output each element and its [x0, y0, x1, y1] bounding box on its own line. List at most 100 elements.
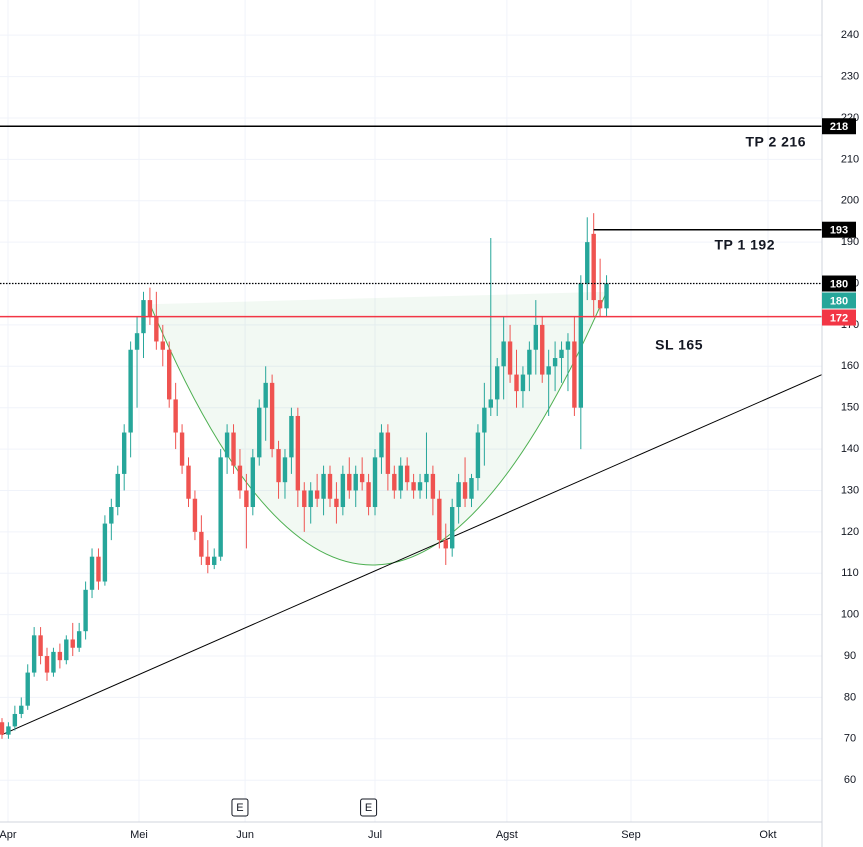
candle-body — [167, 349, 172, 400]
y-tick-label: 70 — [844, 733, 856, 745]
x-tick-label: Apr — [0, 829, 17, 841]
candle-body — [70, 639, 75, 648]
candle-body — [19, 705, 24, 714]
candle-body — [0, 722, 5, 735]
y-tick-label: 130 — [841, 484, 859, 496]
candle-body — [154, 316, 159, 342]
price-badge-label: 180 — [830, 278, 848, 290]
candle-body — [134, 333, 140, 350]
candle-body — [449, 507, 455, 549]
candle-body — [417, 482, 423, 491]
candle-body — [276, 449, 281, 483]
candle-body — [289, 415, 294, 458]
candle-body — [282, 457, 288, 483]
candle-body — [83, 589, 88, 632]
candle-body — [31, 635, 37, 673]
candle-body — [231, 432, 236, 466]
y-tick-label: 60 — [844, 774, 856, 786]
annotation: TP 2 216 — [745, 134, 806, 150]
candle-body — [96, 556, 101, 582]
trendline — [1, 374, 823, 736]
candle-body — [192, 498, 198, 532]
candle-body — [121, 432, 127, 474]
candle-body — [12, 713, 18, 727]
candle-body — [604, 283, 609, 309]
x-tick-label: Sep — [621, 829, 641, 841]
candle-body — [147, 300, 153, 317]
candle-body — [250, 457, 256, 508]
candle-body — [546, 366, 551, 375]
candle-body — [501, 341, 506, 367]
candle-body — [38, 635, 43, 657]
candle-body — [340, 473, 346, 508]
earnings-marker — [360, 798, 378, 817]
candle-body — [179, 432, 185, 466]
candle-body — [507, 341, 513, 375]
candle-body — [495, 366, 500, 400]
candle-body — [109, 507, 114, 524]
candle-body — [527, 349, 532, 375]
candle-body — [578, 283, 584, 408]
candle-body — [424, 473, 429, 483]
candle-body — [437, 498, 442, 541]
candle-body — [540, 324, 545, 375]
candle-body — [404, 465, 410, 483]
candle-body — [237, 465, 243, 491]
price-badge-label: 180 — [830, 295, 848, 307]
y-tick-label: 210 — [841, 153, 859, 165]
candle-body — [128, 349, 133, 433]
candle-body — [385, 432, 391, 474]
candle-body — [462, 482, 468, 499]
candle-body — [212, 556, 217, 565]
earnings-label: E — [365, 802, 372, 814]
candle-body — [514, 374, 519, 392]
price-badge — [822, 118, 856, 135]
annotation: SL 165 — [655, 337, 703, 353]
candle-body — [244, 490, 249, 508]
x-tick-label: Agst — [496, 829, 518, 841]
candle-body — [302, 490, 307, 508]
candle-body — [443, 540, 448, 549]
candle-body — [314, 490, 320, 499]
candle-body — [218, 457, 223, 557]
x-tick-label: Okt — [759, 829, 776, 841]
y-tick-label: 240 — [841, 29, 859, 41]
candle-body — [475, 432, 481, 479]
x-tick-label: Jun — [236, 829, 254, 841]
candle-body — [430, 473, 436, 499]
candle-body — [347, 473, 352, 491]
candle-body — [205, 556, 210, 565]
cup-curve — [149, 291, 608, 566]
candle-body — [89, 556, 95, 590]
cup-fill — [149, 291, 607, 566]
candle-body — [469, 478, 474, 499]
y-tick-label: 140 — [841, 443, 859, 455]
candle-body — [321, 473, 326, 499]
price-badge-label: 218 — [830, 121, 848, 133]
candle-body — [392, 473, 397, 491]
candle-body — [359, 473, 365, 483]
candle-body — [173, 399, 178, 433]
candle-body — [102, 523, 108, 582]
annotation: TP 1 192 — [714, 237, 775, 253]
candle-body — [115, 473, 120, 508]
candle-body — [64, 639, 69, 661]
candle-body — [591, 233, 596, 301]
candle-body — [327, 473, 333, 499]
candle-body — [25, 672, 30, 706]
price-badge — [822, 275, 856, 292]
candle-body — [257, 407, 262, 458]
candle-body — [411, 482, 416, 491]
candle-body — [398, 465, 403, 491]
candle-body — [269, 382, 275, 450]
candle-body — [44, 656, 50, 673]
candle-body — [76, 631, 82, 648]
candle-body — [366, 482, 371, 508]
candle-body — [520, 374, 526, 392]
y-tick-label: 190 — [841, 236, 859, 248]
candle-body — [160, 341, 165, 350]
y-tick-label: 90 — [844, 650, 856, 662]
y-tick-label: 150 — [841, 402, 859, 414]
candle-body — [597, 300, 603, 309]
